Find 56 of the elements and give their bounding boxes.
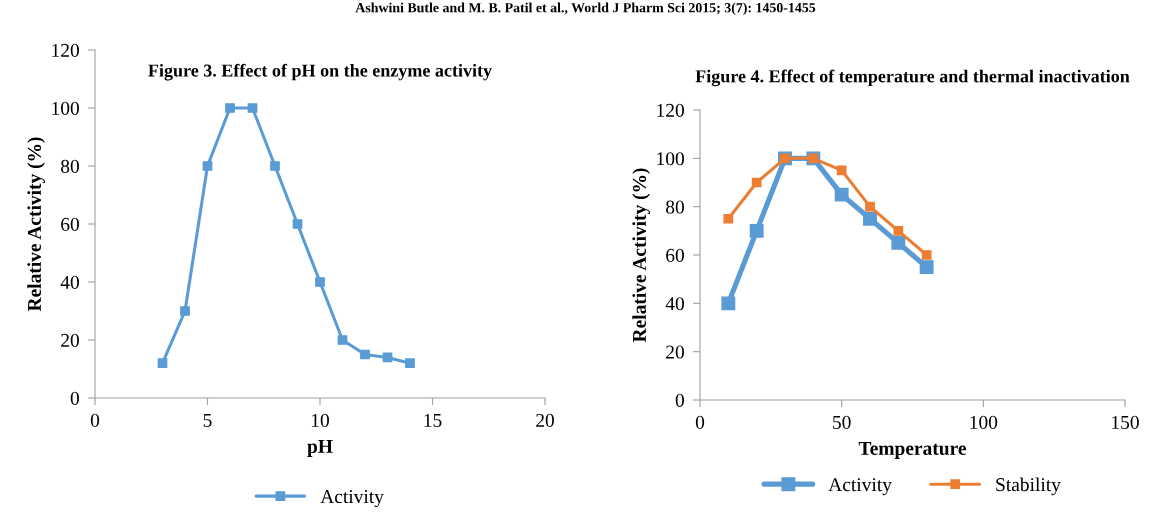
x-axis-title: Temperature: [858, 442, 967, 459]
point: [891, 235, 906, 250]
x-tick-label: 0: [695, 415, 705, 429]
point: [865, 201, 875, 212]
point: [749, 223, 764, 238]
y-tick-label: 40: [60, 275, 79, 289]
y-tick-label: 100: [657, 152, 684, 166]
point: [834, 187, 849, 202]
point: [405, 358, 415, 369]
x-tick-label: 100: [970, 415, 998, 429]
point: [292, 219, 303, 229]
x-tick-label: 15: [424, 413, 442, 427]
point: [751, 177, 762, 188]
y-tick-label: 0: [70, 391, 79, 405]
point: [180, 306, 190, 316]
point: [723, 213, 734, 224]
point: [836, 165, 847, 176]
y-tick-label: 40: [665, 297, 684, 311]
legend-label: Activity: [320, 490, 384, 508]
y-tick-label: 120: [657, 103, 684, 117]
y-tick-label: 100: [52, 101, 79, 115]
y-tick-label: 60: [666, 248, 684, 262]
y-tick-label: 80: [666, 200, 684, 214]
y-tick-label: 80: [61, 159, 79, 173]
y-tick-label: 0: [675, 393, 684, 407]
text: Ashwini Butle and M. B. Patil et al., World J Pharm Sci 2015; 3(7): 1450-1455: [355, 2, 816, 16]
x-tick-label: 20: [536, 413, 554, 427]
y-axis-title: Relative Activity (%): [632, 168, 650, 343]
point: [863, 211, 877, 226]
point: [225, 103, 235, 113]
x-tick-label: 0: [90, 413, 100, 427]
legend-label: Activity: [828, 478, 892, 496]
y-axis-title: Relative Activity (%): [27, 137, 45, 312]
y-tick-label: 120: [52, 43, 79, 57]
point: [921, 250, 932, 260]
legend-label: Stability: [996, 477, 1061, 496]
point: [893, 225, 904, 236]
x-tick-label: 150: [1112, 415, 1139, 429]
point: [337, 335, 348, 345]
y-tick-label: 20: [666, 345, 684, 359]
point: [270, 161, 280, 171]
point: [157, 358, 168, 369]
x-axis-title: pH: [307, 440, 333, 457]
x-tick-label: 50: [833, 415, 851, 429]
chart-title: Figure 4. Effect of temperature and thermal inactivation: [695, 69, 1130, 87]
text: Figure 3. Effect of pH on the enzyme activity: [148, 63, 492, 81]
point: [315, 277, 325, 287]
point: [721, 296, 736, 311]
point: [360, 349, 370, 360]
point: [247, 103, 258, 113]
x-tick-label: 10: [311, 413, 329, 427]
point: [919, 260, 934, 275]
x-tick-label: 5: [203, 414, 212, 427]
point: [202, 161, 213, 171]
y-tick-label: 60: [61, 217, 79, 231]
y-tick-label: 20: [61, 333, 79, 347]
